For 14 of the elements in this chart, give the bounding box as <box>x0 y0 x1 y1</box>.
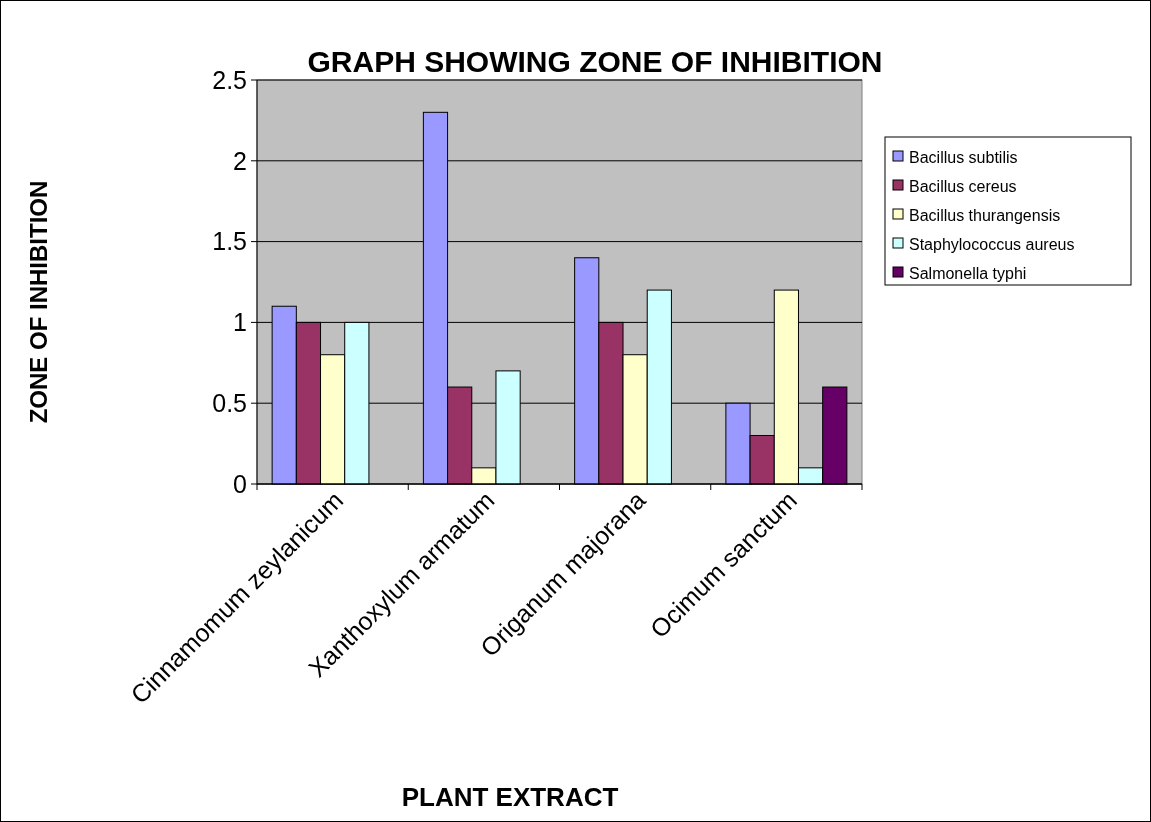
y-tick-label: 1 <box>233 308 247 337</box>
y-axis-title: ZONE OF INHIBITION <box>25 180 52 424</box>
y-tick-label: 2.5 <box>212 65 247 94</box>
legend-label: Bacillus subtilis <box>909 148 1018 166</box>
y-tick-label: 1.5 <box>212 227 247 256</box>
chart-title: GRAPH SHOWING ZONE OF INHIBITION <box>307 45 883 78</box>
legend-label: Salmonella typhi <box>909 264 1027 282</box>
y-tick-label: 0 <box>233 469 247 498</box>
legend-label: Bacillus cereus <box>909 177 1017 195</box>
x-axis-title: PLANT EXTRACT <box>401 782 619 812</box>
legend-label: Staphylococcus aureus <box>909 235 1075 253</box>
legend-label: Bacillus thurangensis <box>909 206 1061 224</box>
y-tick-label: 2 <box>233 146 247 175</box>
y-tick-label: 0.5 <box>212 388 247 417</box>
